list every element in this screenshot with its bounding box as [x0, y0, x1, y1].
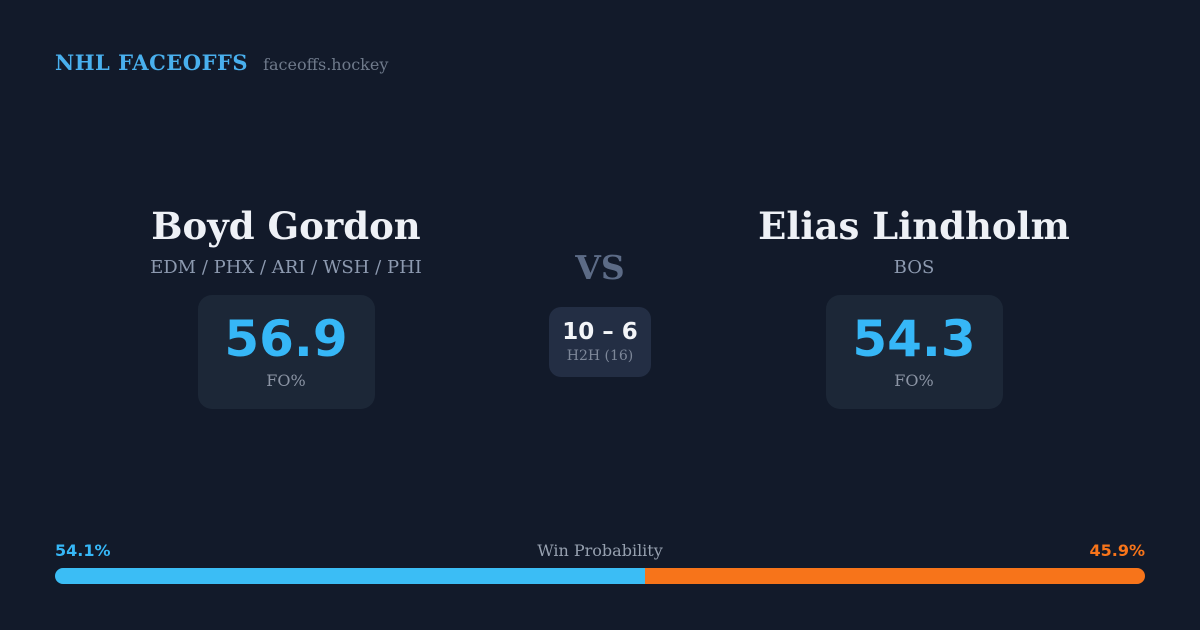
- player-right-stat-card: 54.3 FO%: [825, 294, 1003, 409]
- win-probability-left-pct: 54.1%: [55, 541, 111, 560]
- win-probability-bar-right-segment: [644, 568, 1145, 584]
- player-right-column: Elias Lindholm BOS 54.3 FO%: [744, 205, 1084, 409]
- site-domain: faceoffs.hockey: [263, 55, 389, 74]
- header: NHL FACEOFFS faceoffs.hockey: [55, 50, 388, 75]
- win-probability-bar: [55, 568, 1145, 584]
- player-right-name: Elias Lindholm: [758, 204, 1070, 248]
- player-right-fo-label: FO%: [894, 371, 934, 391]
- h2h-score: 10 – 6: [562, 319, 638, 346]
- h2h-label: H2H (16): [566, 347, 634, 364]
- win-probability-title: Win Probability: [537, 541, 663, 560]
- player-left-fo-label: FO%: [266, 371, 306, 391]
- versus-column: VS 10 – 6 H2H (16): [515, 251, 685, 377]
- player-left-teams: EDM / PHX / ARI / WSH / PHI: [150, 256, 422, 278]
- player-right-teams: BOS: [893, 256, 935, 278]
- player-left-fo-pct: 56.9: [224, 309, 348, 368]
- player-left-stat-card: 56.9 FO%: [197, 294, 375, 409]
- player-right-fo-pct: 54.3: [852, 309, 976, 368]
- vs-label: VS: [575, 248, 625, 287]
- win-probability-labels: 54.1% Win Probability 45.9%: [55, 541, 1145, 560]
- h2h-card: 10 – 6 H2H (16): [549, 307, 651, 377]
- player-left-column: Boyd Gordon EDM / PHX / ARI / WSH / PHI …: [116, 205, 456, 409]
- win-probability-bar-left-segment: [55, 568, 645, 584]
- player-left-name: Boyd Gordon: [151, 204, 421, 248]
- brand-title: NHL FACEOFFS: [55, 50, 249, 75]
- win-probability-right-pct: 45.9%: [1089, 541, 1145, 560]
